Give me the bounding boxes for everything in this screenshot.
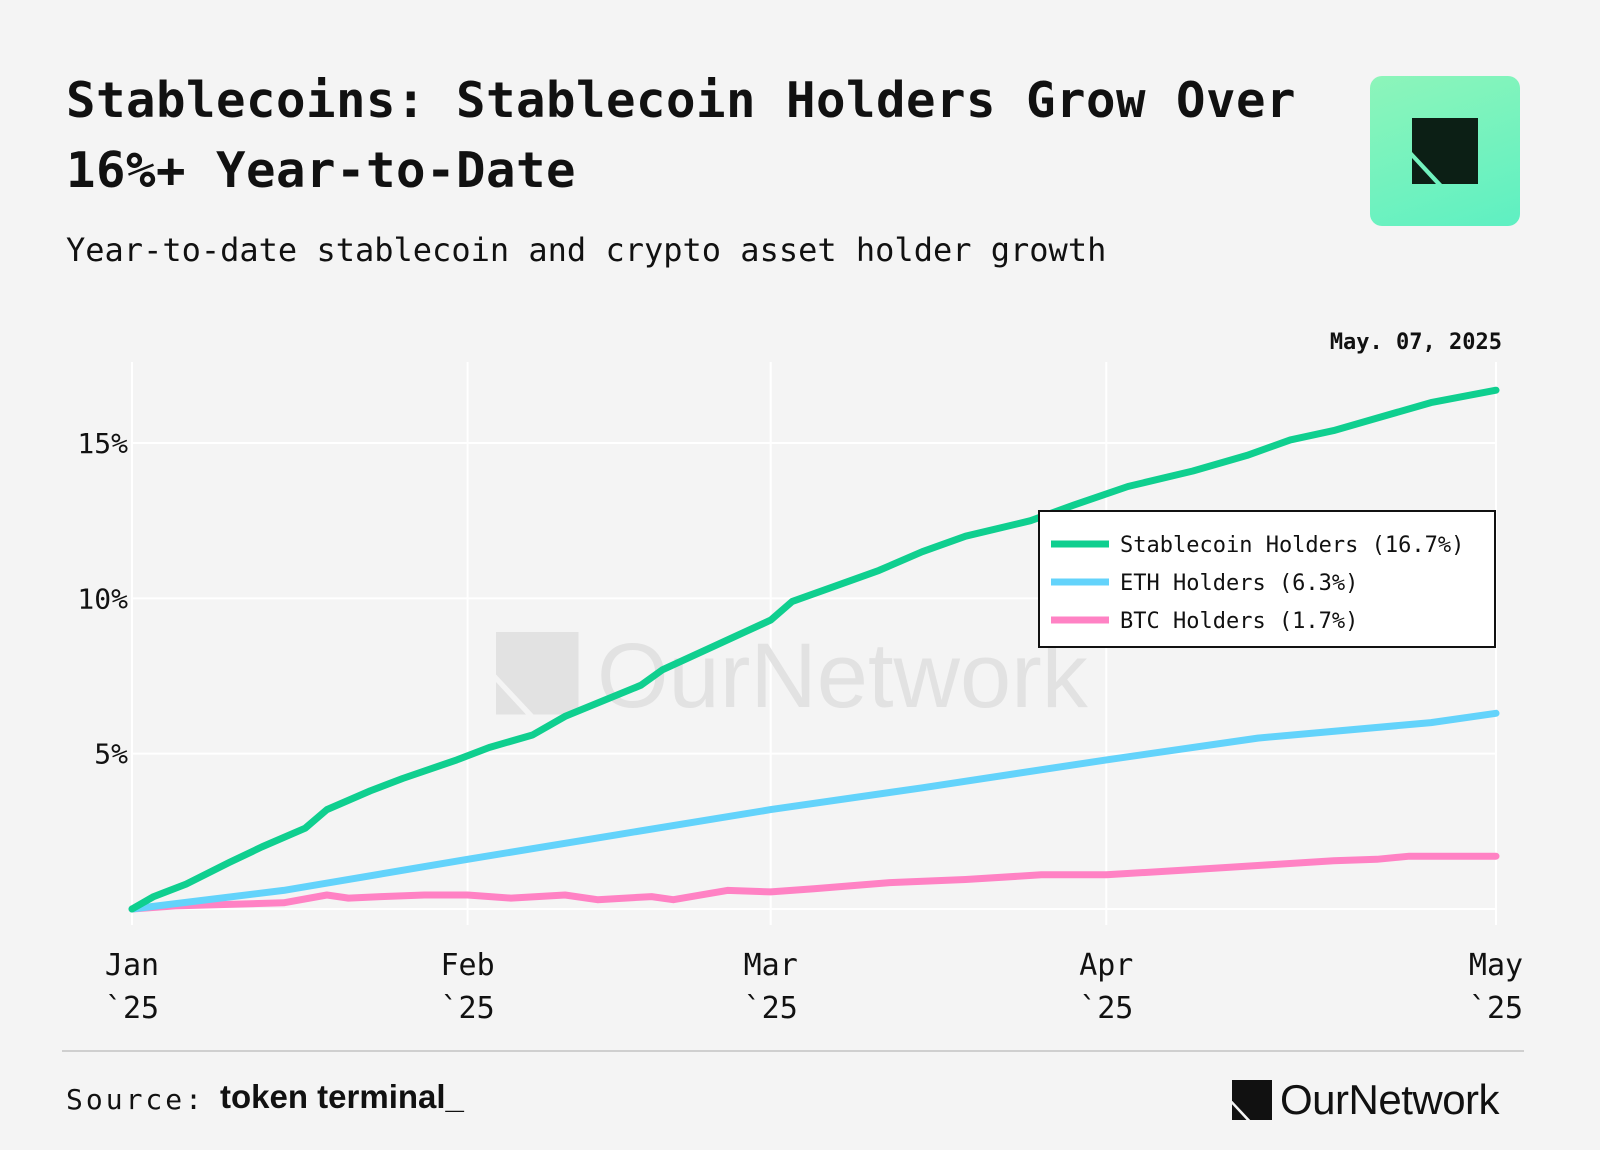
watermark-logo-icon [496,632,579,715]
series-line-eth [128,709,1500,913]
y-tick-label: 15% [77,427,128,460]
line-chart: OurNetwork 5% 10% 15% Jan `25 Feb `25 Mar `25 Apr `… [77,362,1523,1026]
footer-brand-name: OurNetwork [1280,1076,1500,1123]
legend-label: Stablecoin Holders (16.7%) [1120,533,1464,558]
legend-label: BTC Holders (1.7%) [1120,609,1358,634]
series-line-btc [128,852,1500,913]
x-tick-label: Apr [1079,948,1133,983]
x-tick-label: Feb [440,948,494,983]
chart-subtitle: Year-to-date stablecoin and crypto asset… [66,231,1107,269]
source-label: Source: [66,1083,206,1116]
x-tick-label: `25 [1469,991,1523,1026]
chart-title: Stablecoins: Stablecoin Holders Grow Ove… [66,72,1297,199]
x-tick-label: Mar [744,948,798,983]
y-tick-label: 5% [94,738,128,771]
x-tick-label: `25 [105,991,159,1026]
series-line-stablecoin [128,386,1500,913]
x-tick-label: May [1469,948,1523,983]
footer-divider [62,1050,1524,1052]
x-tick-label: Jan [105,948,159,983]
x-tick-label: `25 [744,991,798,1026]
y-tick-label: 10% [77,582,128,615]
legend-box [1038,510,1496,648]
data-date: May. 07, 2025 [1329,330,1502,355]
x-tick-label: `25 [440,991,494,1026]
watermark-text: OurNetwork [597,625,1089,727]
ournetwork-logo-icon [1412,118,1478,184]
source-name: token terminal_ [220,1078,464,1115]
legend-label: ETH Holders (6.3%) [1120,571,1358,596]
x-tick-label: `25 [1079,991,1133,1026]
ournetwork-logo-icon [1232,1080,1272,1120]
brand-logo [1370,76,1520,226]
